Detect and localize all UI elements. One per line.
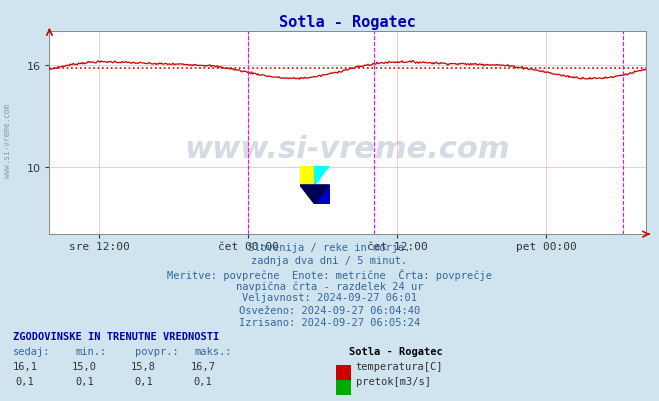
Polygon shape	[300, 185, 330, 205]
Text: Slovenija / reke in morje.: Slovenija / reke in morje.	[248, 243, 411, 253]
Text: 15,8: 15,8	[131, 361, 156, 371]
Text: www.si-vreme.com: www.si-vreme.com	[3, 103, 13, 177]
Text: 0,1: 0,1	[194, 376, 212, 386]
Text: ZGODOVINSKE IN TRENUTNE VREDNOSTI: ZGODOVINSKE IN TRENUTNE VREDNOSTI	[13, 331, 219, 341]
Text: Veljavnost: 2024-09-27 06:01: Veljavnost: 2024-09-27 06:01	[242, 293, 417, 303]
Polygon shape	[315, 166, 330, 185]
Text: 0,1: 0,1	[75, 376, 94, 386]
Text: temperatura[C]: temperatura[C]	[356, 361, 444, 371]
Text: povpr.:: povpr.:	[135, 346, 179, 356]
Text: Sotla - Rogatec: Sotla - Rogatec	[349, 346, 443, 356]
Text: 16,7: 16,7	[190, 361, 215, 371]
Text: 15,0: 15,0	[72, 361, 97, 371]
Text: sedaj:: sedaj:	[13, 346, 51, 356]
Title: Sotla - Rogatec: Sotla - Rogatec	[279, 14, 416, 30]
Polygon shape	[300, 166, 315, 185]
Text: Izrisano: 2024-09-27 06:05:24: Izrisano: 2024-09-27 06:05:24	[239, 317, 420, 327]
Text: www.si-vreme.com: www.si-vreme.com	[185, 135, 511, 164]
Text: 0,1: 0,1	[134, 376, 153, 386]
Text: navpična črta - razdelek 24 ur: navpična črta - razdelek 24 ur	[236, 281, 423, 291]
Text: 16,1: 16,1	[13, 361, 38, 371]
Text: Meritve: povprečne  Enote: metrične  Črta: povprečje: Meritve: povprečne Enote: metrične Črta:…	[167, 269, 492, 281]
Text: maks.:: maks.:	[194, 346, 232, 356]
Polygon shape	[315, 185, 330, 205]
Text: zadnja dva dni / 5 minut.: zadnja dva dni / 5 minut.	[251, 256, 408, 266]
Text: Osveženo: 2024-09-27 06:04:40: Osveženo: 2024-09-27 06:04:40	[239, 305, 420, 315]
Text: pretok[m3/s]: pretok[m3/s]	[356, 376, 431, 386]
Text: 0,1: 0,1	[16, 376, 34, 386]
Text: min.:: min.:	[76, 346, 107, 356]
